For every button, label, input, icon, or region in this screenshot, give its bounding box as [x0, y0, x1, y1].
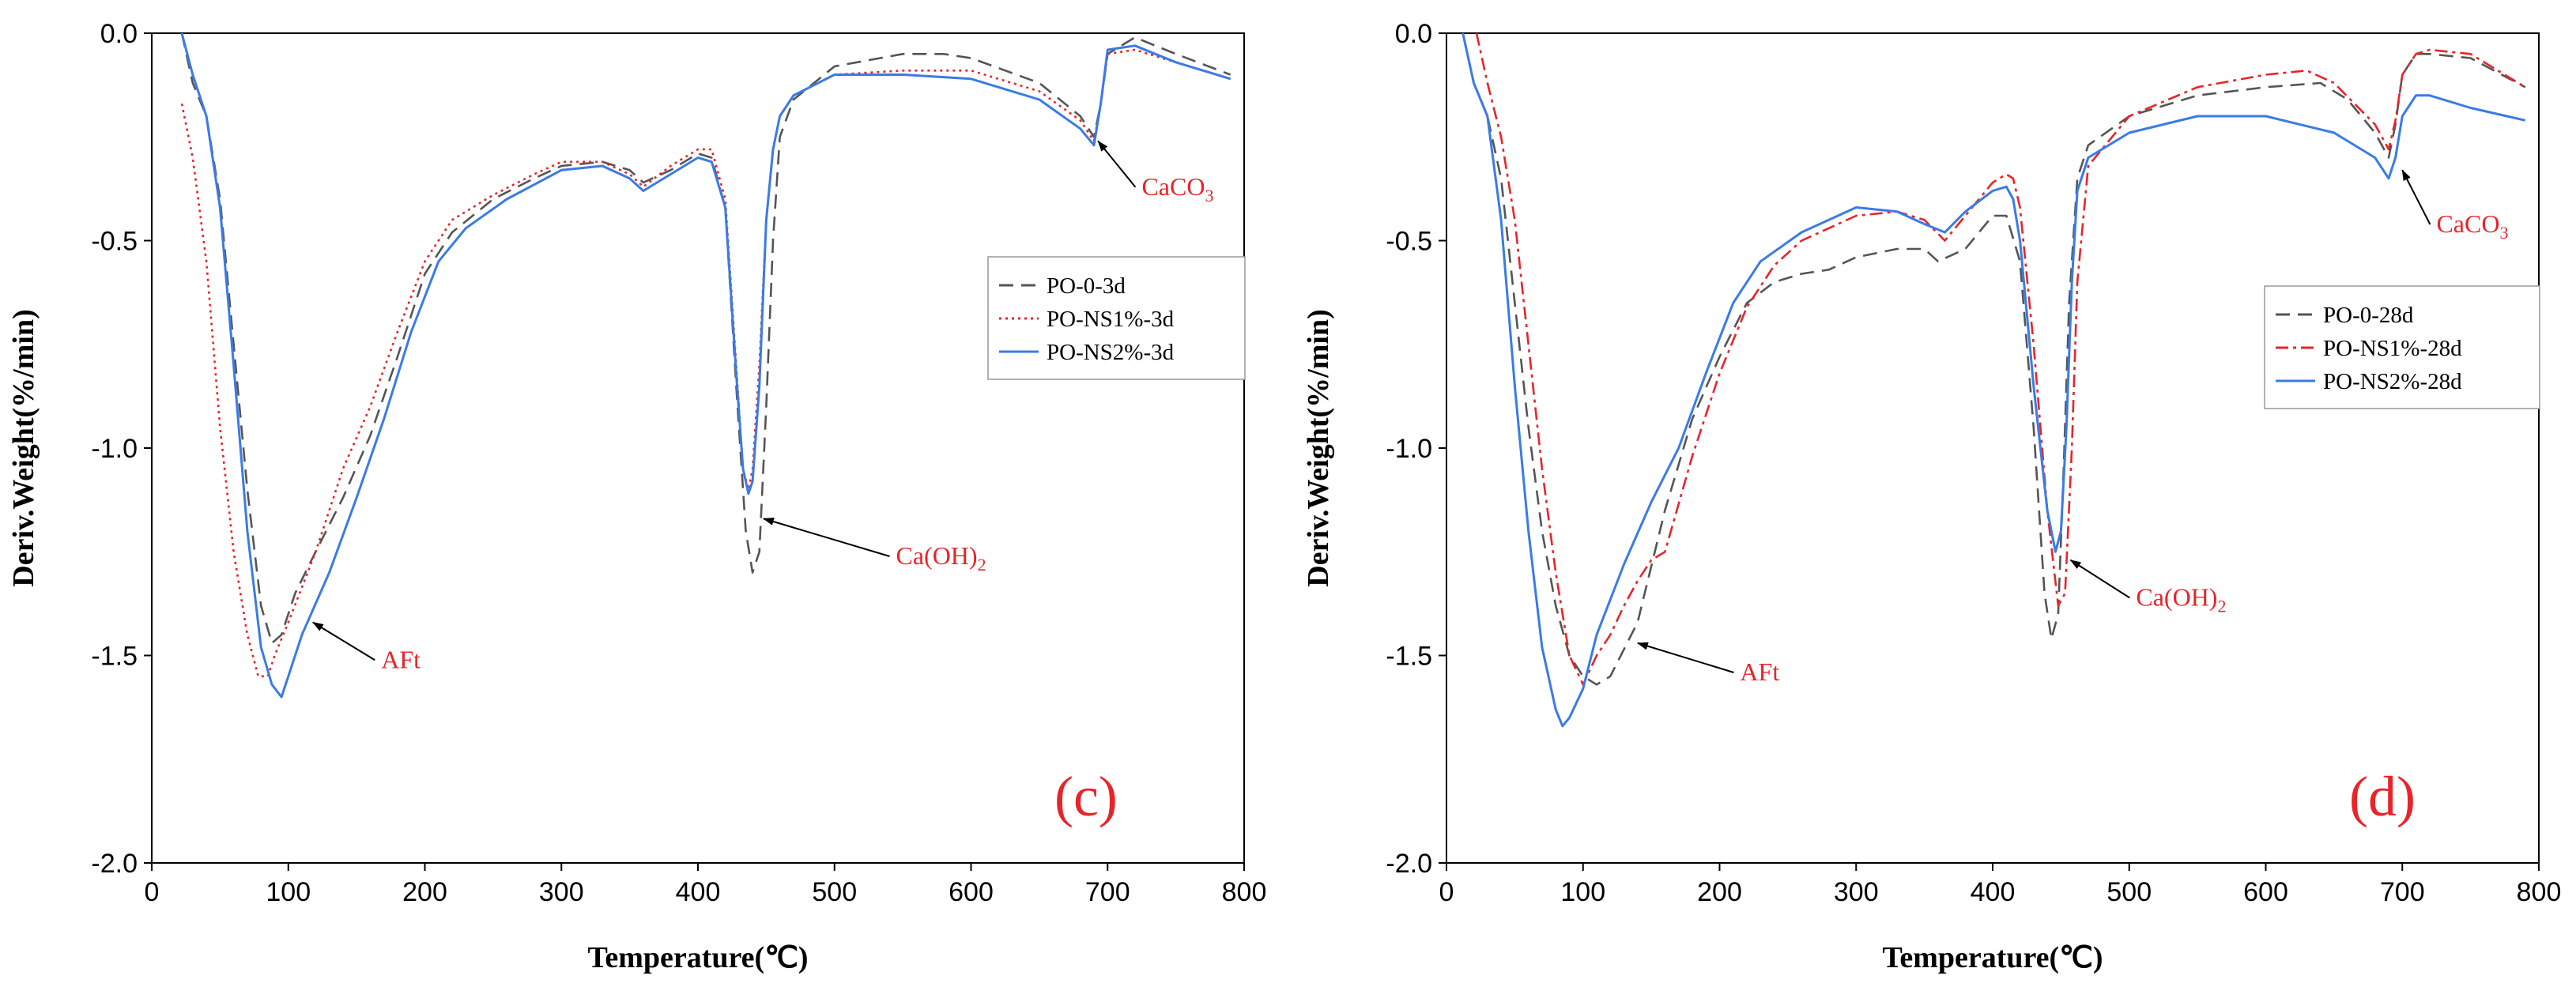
annotation-arrow [762, 518, 890, 557]
y-tick-label: 0.0 [100, 19, 138, 49]
x-tick-label: 600 [2243, 877, 2288, 907]
x-tick-label: 200 [1697, 877, 1742, 907]
chart-panel-d: 0 100 200 300 400 500 600 700 800 0.0 -0.5 -1.0 -1.… [1302, 19, 2561, 974]
legend-label: PO-0-28d [2323, 303, 2414, 328]
x-tick-label: 700 [1085, 877, 1130, 907]
x-tick-label: 300 [1834, 877, 1879, 907]
x-tick-label: 400 [1971, 877, 2016, 907]
y-tick-label: -1.5 [1386, 642, 1432, 672]
annotation-arrow [1097, 140, 1137, 188]
x-tick-label: 200 [402, 877, 447, 907]
series-line-po-0 [1461, 32, 2526, 686]
y-tick-label: -1.0 [91, 434, 138, 464]
legend-label: PO-NS1%-3d [1047, 307, 1175, 332]
y-axis-title: Deriv.Weight(%/min) [1302, 309, 1335, 586]
x-tick-label: 100 [266, 877, 311, 907]
legend-label: PO-NS2%-28d [2323, 369, 2462, 394]
y-tick-label: -2.0 [1386, 849, 1432, 879]
x-tick-label: 400 [676, 877, 721, 907]
annotation-arrow [311, 621, 375, 661]
y-tick-label: -0.5 [91, 227, 138, 257]
panel-label: (c) [1054, 765, 1118, 828]
x-tick-label: 700 [2380, 877, 2425, 907]
legend: PO-0-3d PO-NS1%-3d PO-NS2%-3d [987, 256, 1246, 380]
y-tick-label: -2.0 [91, 849, 138, 879]
x-tick-label: 0 [1439, 877, 1454, 907]
chart-panel-c: 0 100 200 300 400 500 600 700 800 0.0 -0.5 -1.0 -1.… [7, 19, 1266, 974]
annotation-arrow [2069, 559, 2130, 599]
annotation-label: AFt [1740, 657, 1779, 686]
annotations: AFt Ca(OH)2 CaCO3 [1636, 169, 2508, 686]
y-tick-label: -0.5 [1386, 227, 1432, 257]
x-tick-label: 300 [539, 877, 584, 907]
x-tick-label: 500 [2106, 877, 2152, 907]
y-tick-label: 0.0 [1395, 19, 1432, 49]
series-line-po-0 [180, 32, 1231, 645]
plot-area: 0 100 200 300 400 500 600 700 800 0.0 -0.5 -1.0 -1.… [1386, 19, 2561, 907]
legend-label: PO-0-3d [1047, 273, 1126, 299]
annotation-arrow [1636, 642, 1734, 673]
annotation-label: CaCO3 [1141, 172, 1213, 205]
y-axis-ticks: 0.0 -0.5 -1.0 -1.5 -2.0 [1386, 19, 1446, 879]
legend-label: PO-NS1%-28d [2323, 336, 2462, 361]
x-tick-label: 800 [2517, 877, 2562, 907]
annotation-label: AFt [381, 645, 421, 673]
x-tick-label: 600 [949, 877, 994, 907]
x-tick-label: 100 [1560, 877, 1605, 907]
annotation-label: Ca(OH)2 [896, 541, 986, 574]
x-tick-label: 500 [812, 877, 857, 907]
x-axis-ticks: 0 100 200 300 400 500 600 700 800 [145, 863, 1267, 907]
x-axis-title: Temperature(℃) [1882, 941, 2103, 974]
panel-label: (d) [2349, 765, 2416, 828]
annotation-label: CaCO3 [2436, 209, 2508, 243]
y-axis-title: Deriv.Weight(%/min) [7, 309, 40, 586]
legend: PO-0-28d PO-NS1%-28d PO-NS2%-28d [2264, 285, 2540, 409]
x-tick-label: 0 [145, 877, 160, 907]
plot-area: 0 100 200 300 400 500 600 700 800 0.0 -0.5 -1.0 -1.… [91, 19, 1266, 907]
annotation-arrow [2401, 169, 2431, 225]
annotations: AFt Ca(OH)2 CaCO3 [311, 140, 1213, 673]
y-axis-ticks: 0.0 -0.5 -1.0 -1.5 -2.0 [91, 19, 152, 879]
series-line-po-ns2pct [180, 32, 1231, 699]
series-lines [1461, 32, 2526, 728]
series-line-po-ns2pct [1461, 32, 2526, 728]
y-tick-label: -1.0 [1386, 434, 1432, 464]
x-axis-title: Temperature(℃) [587, 941, 808, 974]
x-axis-ticks: 0 100 200 300 400 500 600 700 800 [1439, 863, 2562, 907]
annotation-label: Ca(OH)2 [2136, 583, 2226, 616]
series-lines [180, 32, 1231, 699]
x-tick-label: 800 [1222, 877, 1267, 907]
y-tick-label: -1.5 [91, 642, 138, 672]
legend-label: PO-NS2%-3d [1047, 340, 1175, 365]
